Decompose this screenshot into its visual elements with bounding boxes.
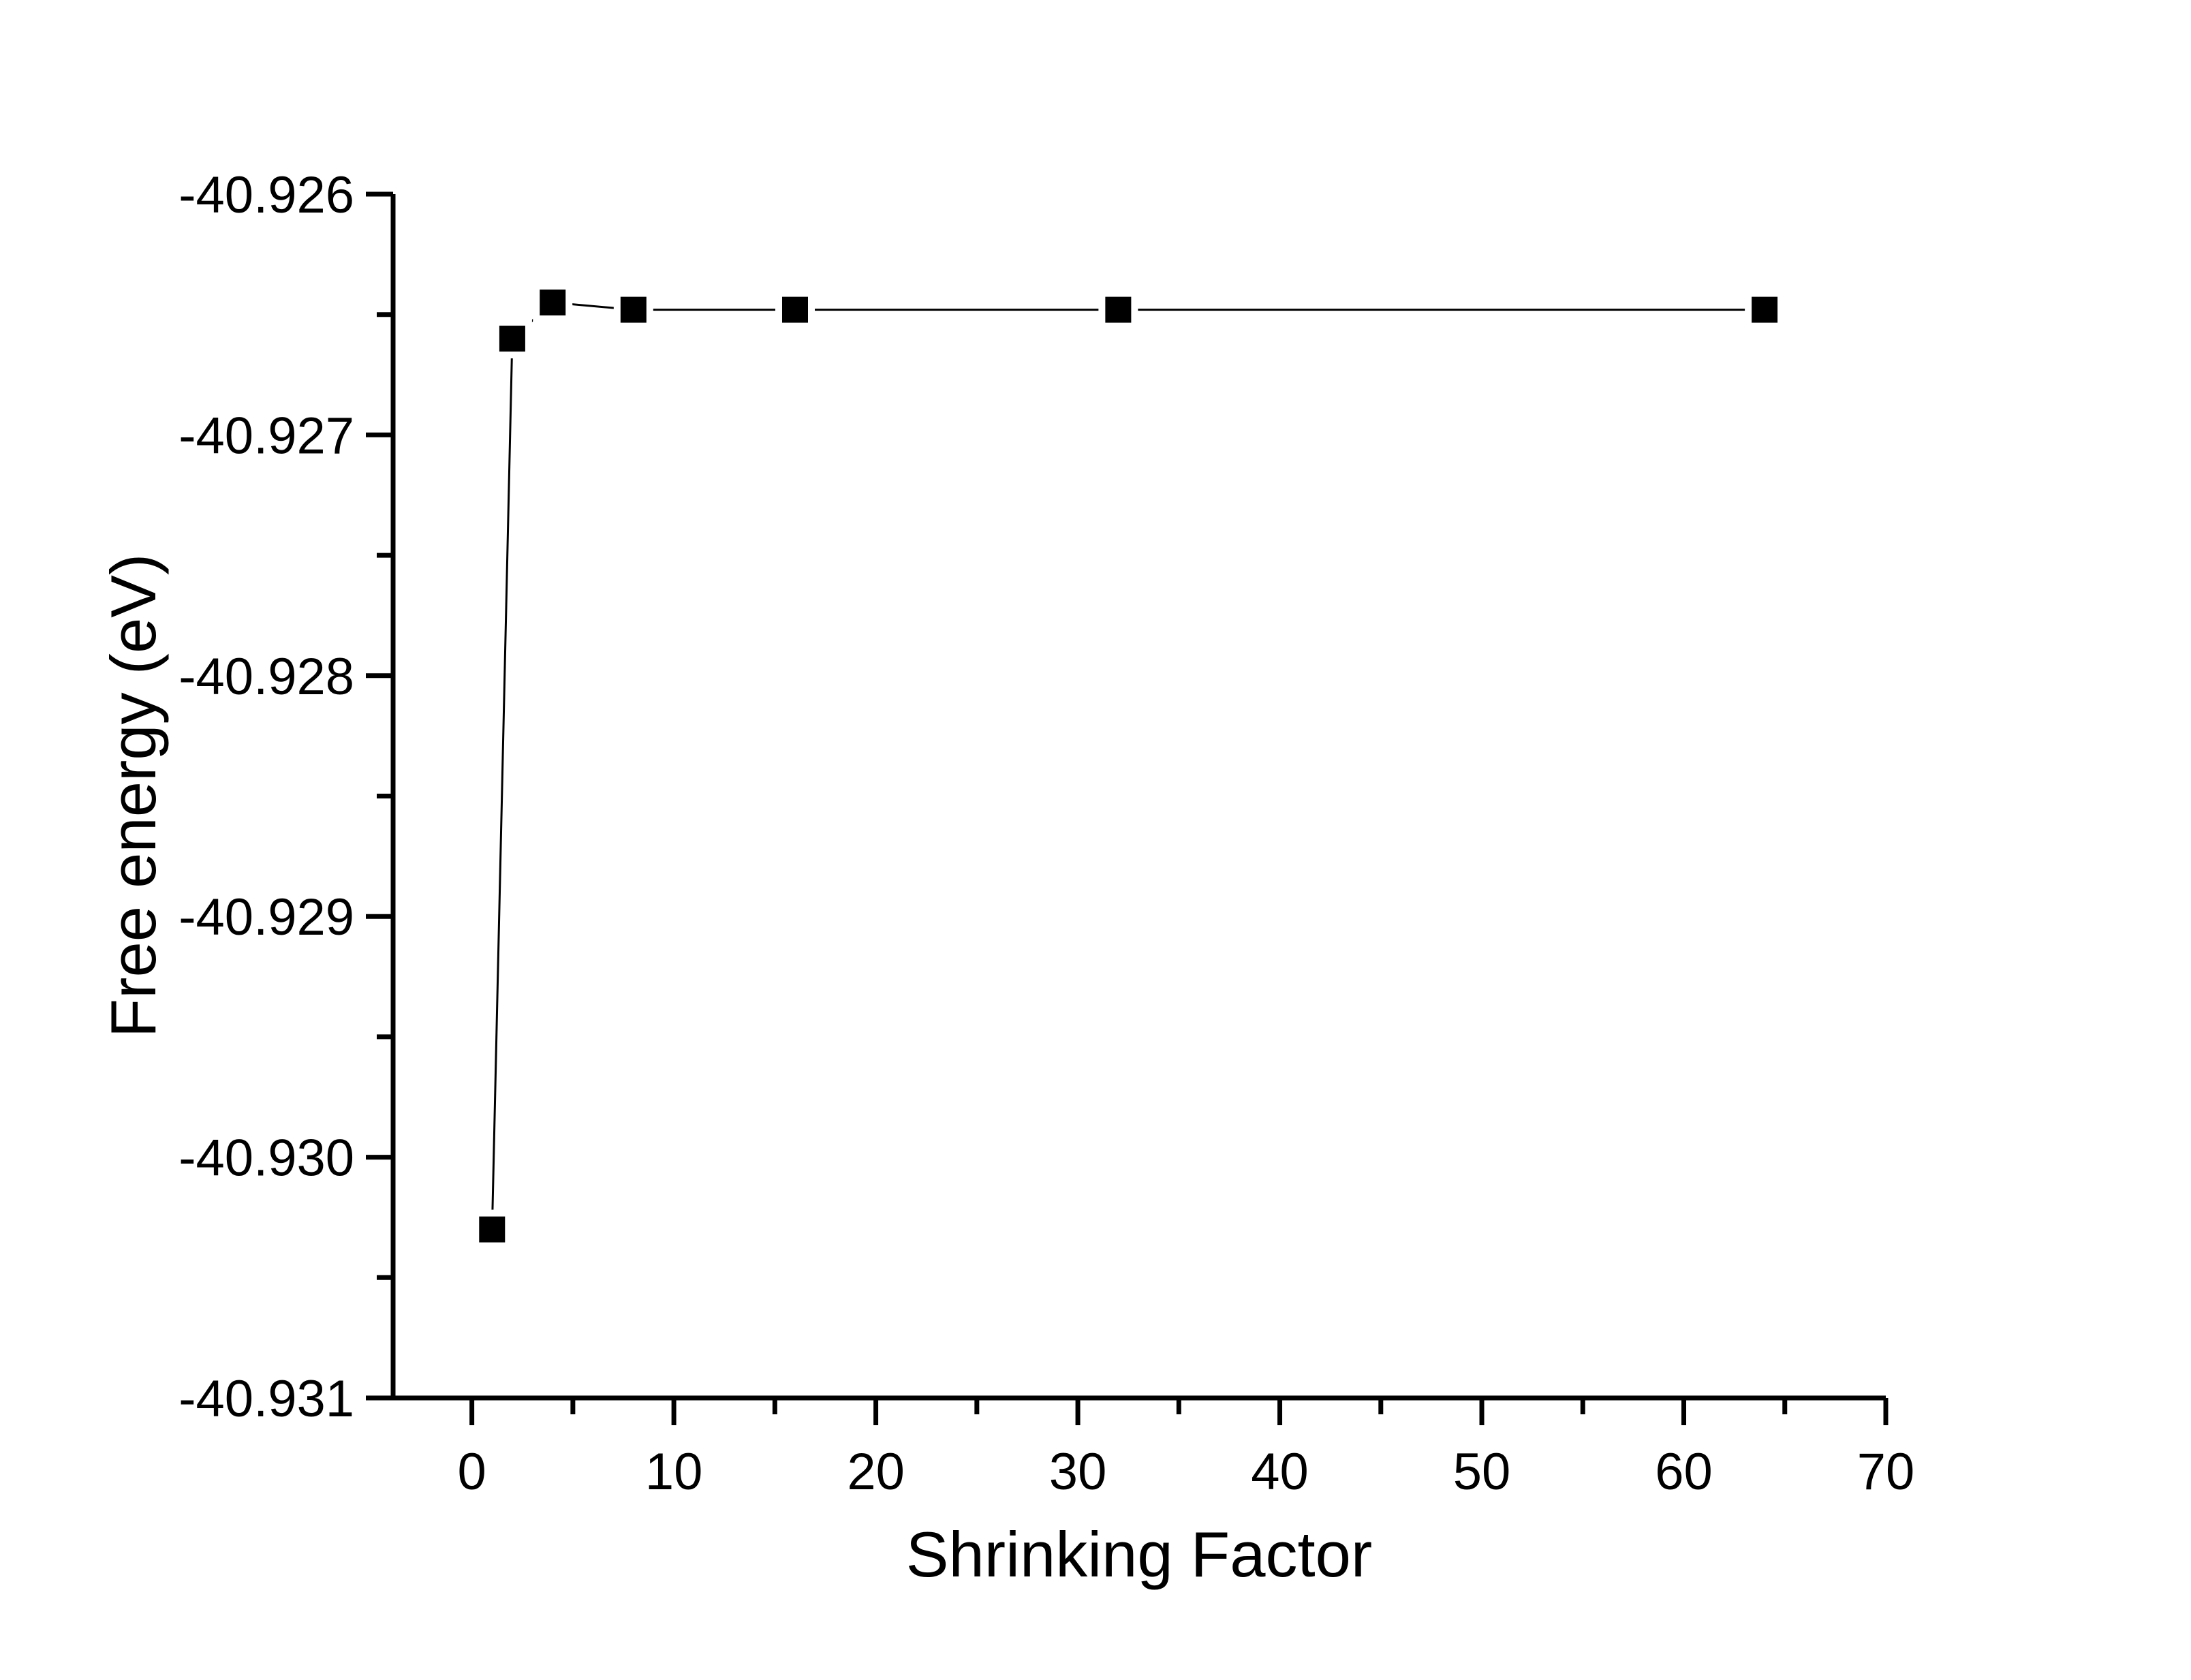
- y-tick-label: -40.930: [178, 1130, 354, 1187]
- y-tick-label: -40.926: [178, 166, 354, 224]
- data-point-marker: [479, 1216, 506, 1243]
- data-point-marker: [1105, 296, 1132, 323]
- x-tick-label: 70: [1857, 1443, 1915, 1501]
- x-tick-label: 30: [1049, 1443, 1107, 1501]
- x-axis-tick-labels: 0 10 20 30 40 50 60 70: [457, 1443, 1914, 1501]
- y-axis-ticks: [366, 191, 393, 1401]
- data-point-marker: [620, 296, 647, 323]
- x-tick-label: 10: [645, 1443, 703, 1501]
- y-tick-label: -40.928: [178, 648, 354, 706]
- data-point-marker: [540, 290, 566, 316]
- data-point-marker: [1752, 296, 1778, 323]
- y-tick-label: -40.931: [178, 1370, 354, 1428]
- axes-group: [390, 194, 1886, 1401]
- axis-spines: [390, 194, 1886, 1401]
- data-point-marker: [499, 326, 525, 352]
- x-tick-label: 0: [457, 1443, 486, 1501]
- y-tick-label: -40.927: [178, 407, 354, 465]
- x-tick-label: 50: [1453, 1443, 1511, 1501]
- data-line: [491, 301, 1765, 1230]
- x-tick-label: 40: [1251, 1443, 1309, 1501]
- data-series: [472, 283, 1785, 1249]
- y-tick-label: -40.929: [178, 888, 354, 946]
- x-axis-ticks: [469, 1398, 1889, 1425]
- x-tick-label: 60: [1655, 1443, 1713, 1501]
- x-tick-label: 20: [847, 1443, 905, 1501]
- y-axis-tick-labels: -40.926 -40.927 -40.928 -40.929 -40.930 -40.9…: [178, 166, 354, 1428]
- x-axis-title: Shrinking Factor: [906, 1519, 1372, 1590]
- data-point-marker: [781, 296, 808, 323]
- y-axis-title: Free energy (eV): [97, 554, 169, 1038]
